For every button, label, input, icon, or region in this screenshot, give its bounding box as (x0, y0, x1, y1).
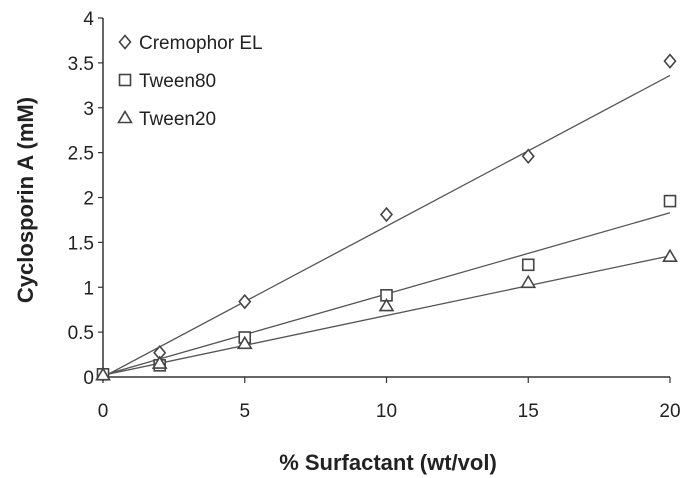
x-tick-label: 15 (518, 401, 539, 422)
x-tick-label: 0 (98, 401, 109, 422)
legend-label: Tween20 (139, 109, 216, 130)
y-tick-label: 3.5 (68, 54, 94, 75)
y-axis-title: Cyclosporin A (mM) (13, 97, 38, 303)
x-tick-label: 10 (376, 401, 397, 422)
y-tick-label: 0.5 (68, 323, 94, 344)
data-points (95, 53, 678, 383)
data-point-tween80 (663, 194, 677, 208)
x-tick-label: 20 (659, 401, 680, 422)
legend-label: Tween80 (139, 71, 216, 92)
data-point-cremophor-el (379, 206, 394, 223)
data-point-tween20 (378, 298, 395, 312)
legend-label: Cremophor EL (139, 33, 263, 54)
data-point-tween20 (95, 367, 111, 381)
y-tick-label: 2 (83, 189, 94, 210)
data-point-cremophor-el (521, 148, 535, 164)
legend-marker-square (118, 73, 132, 87)
data-point-cremophor-el (238, 293, 252, 310)
y-tick-label: 1.5 (68, 233, 94, 254)
x-tick-label: 5 (239, 401, 250, 422)
data-point-tween20 (151, 355, 168, 369)
y-tick-label: 0 (83, 368, 94, 389)
data-point-tween20 (520, 274, 537, 289)
y-tick-label: 2.5 (68, 144, 94, 165)
data-point-tween20 (662, 248, 678, 263)
y-tick-label: 1 (83, 278, 94, 299)
legend-marker-triangle (117, 109, 133, 124)
x-axis-title: % Surfactant (wt/vol) (279, 450, 497, 475)
data-point-tween80 (521, 258, 535, 272)
y-tick-label: 3 (83, 99, 94, 120)
legend-marker-diamond (118, 34, 132, 50)
data-point-cremophor-el (663, 53, 677, 69)
axes: 0 0.5 1 1.5 2 2.5 3 3.5 4 0 5 10 15 20 (68, 9, 681, 422)
legend: Cremophor EL Tween80 Tween20 (117, 33, 263, 130)
y-tick-label: 4 (83, 9, 94, 30)
data-point-tween20 (236, 335, 253, 350)
fit-line-tween20 (102, 255, 671, 376)
fit-line-cremophor-el (102, 74, 671, 378)
